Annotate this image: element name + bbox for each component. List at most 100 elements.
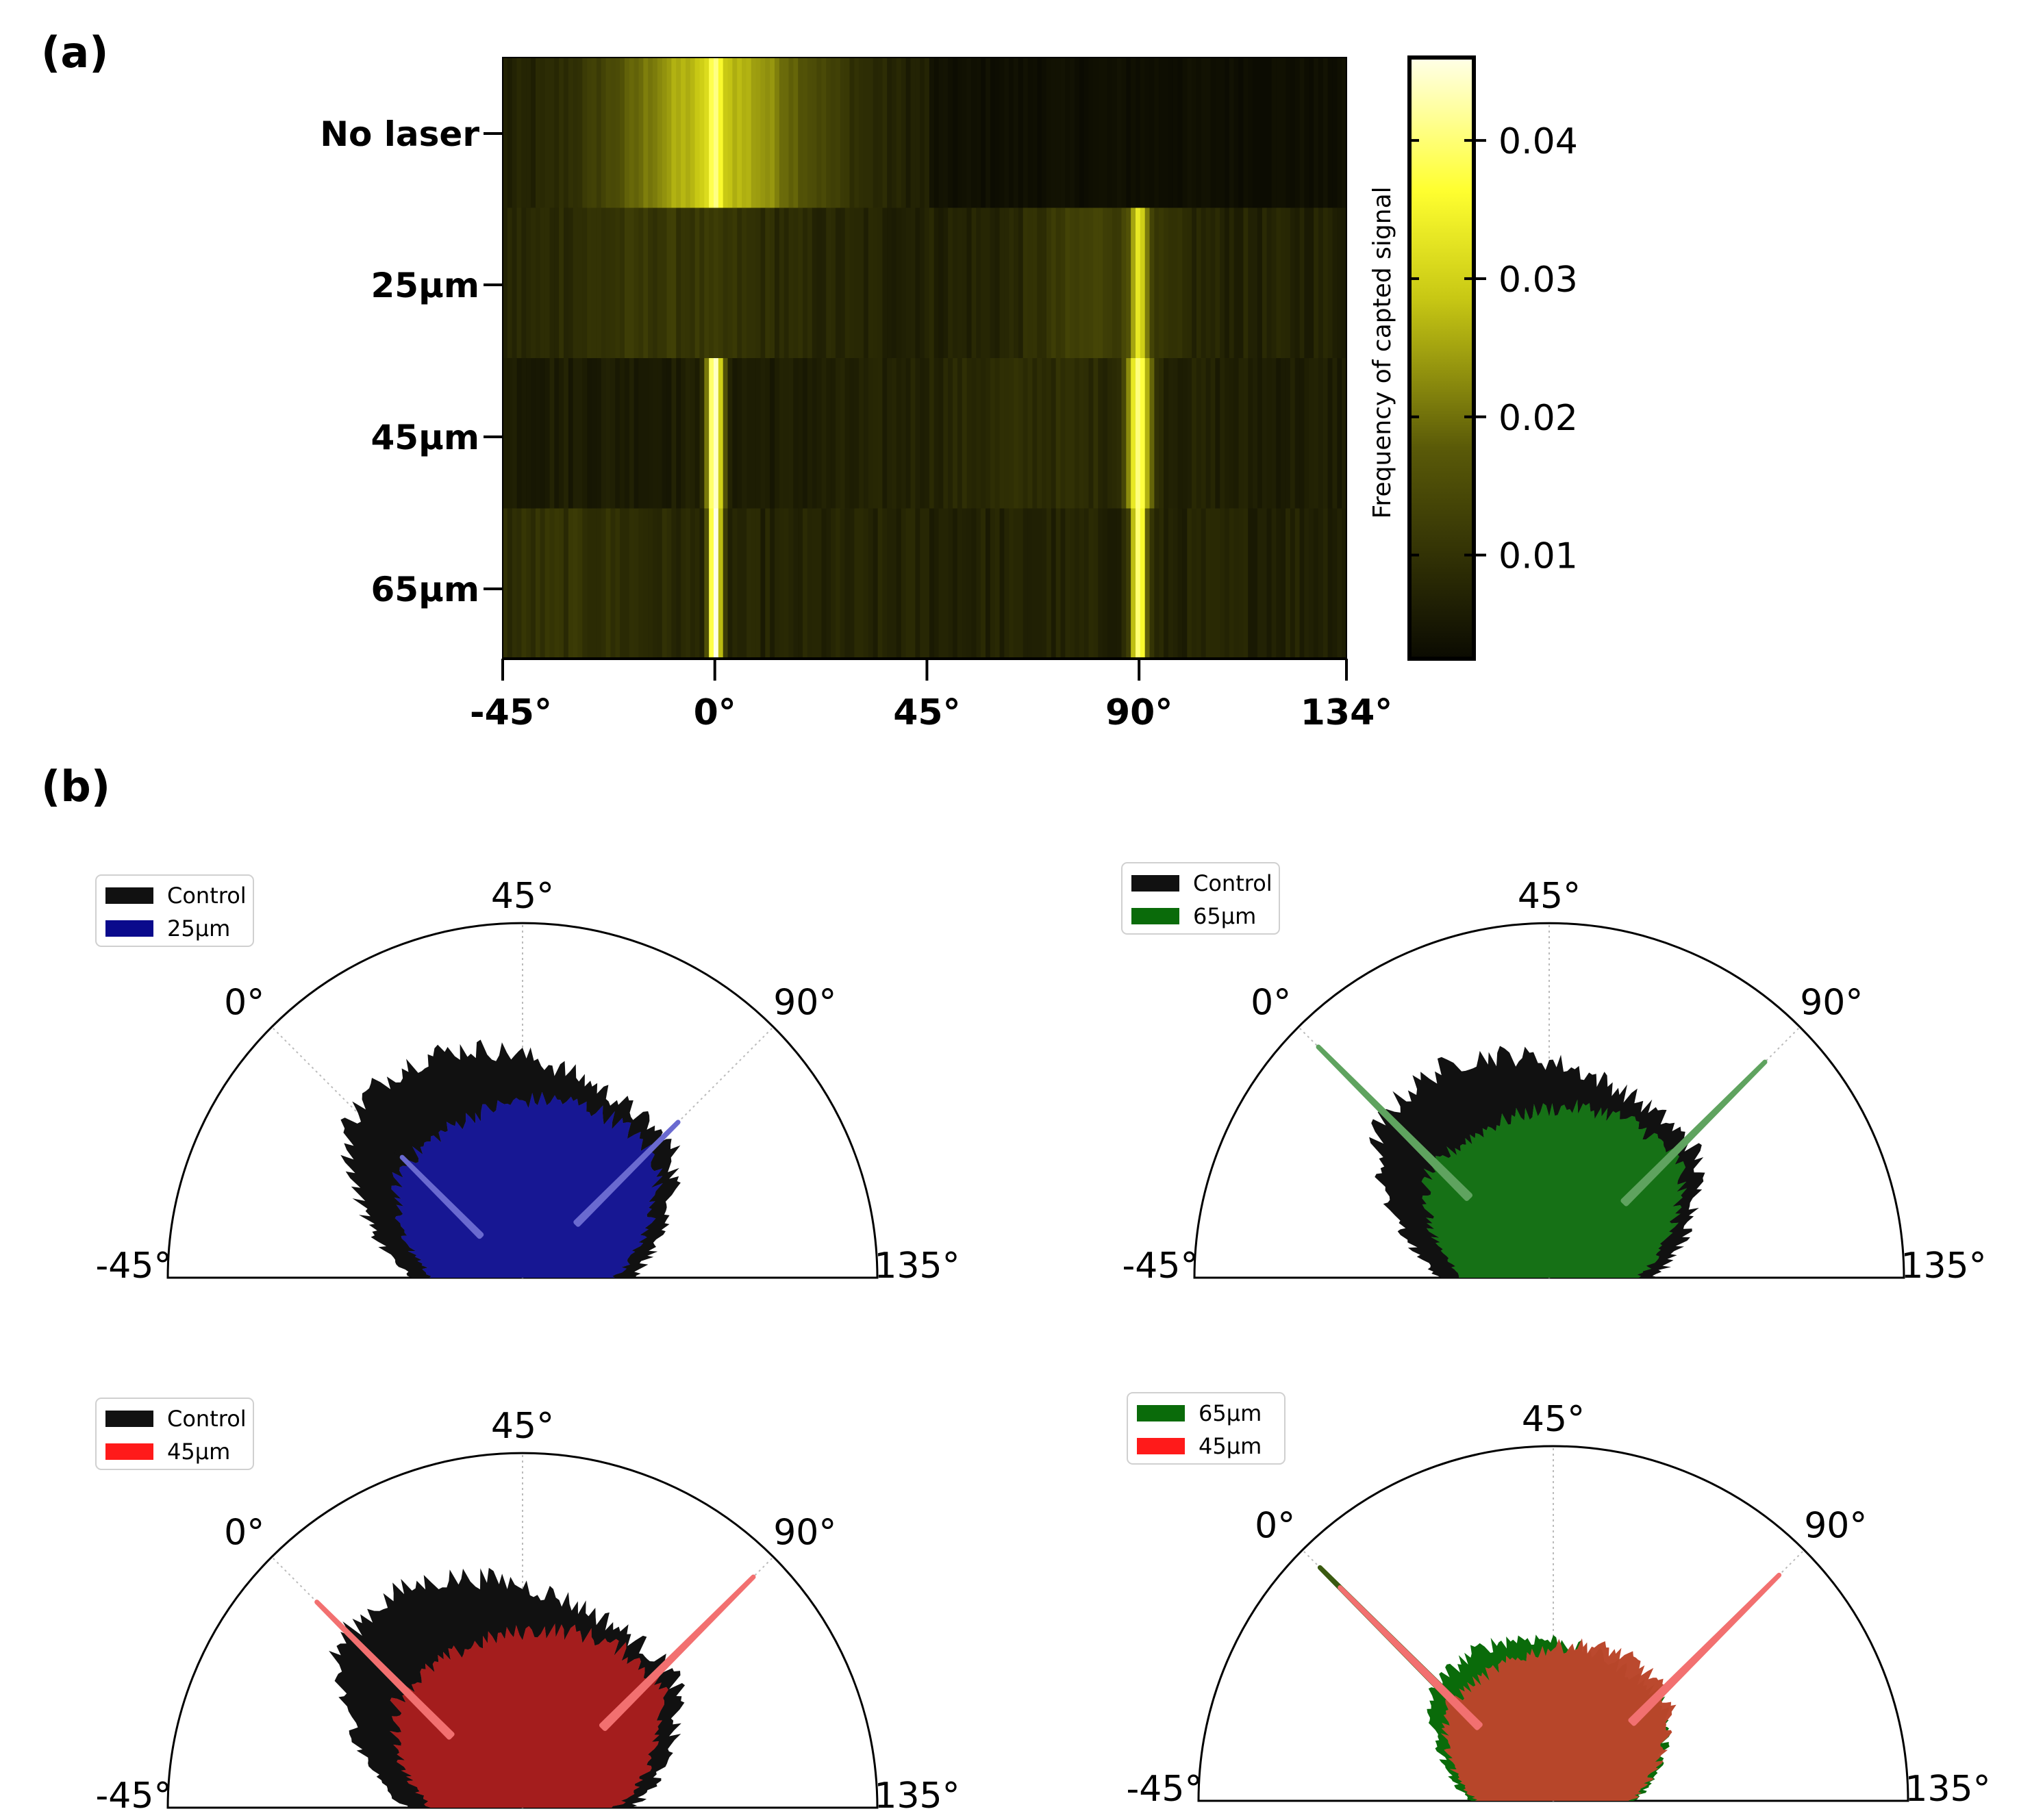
x-tick-label: 90° — [1105, 692, 1172, 733]
heatmap-cell — [605, 358, 612, 509]
heatmap-cell — [648, 358, 653, 509]
heatmap-cell — [807, 508, 813, 659]
colorbar-ticks: 0.04 0.03 0.02 0.01 — [1409, 121, 1578, 577]
heatmap-cell — [1220, 508, 1225, 659]
heatmap-cell — [657, 358, 663, 509]
heatmap-cell — [587, 207, 592, 359]
heatmap-cell — [915, 58, 920, 208]
heatmap-cell — [653, 358, 658, 509]
heatmap-cell — [953, 358, 958, 509]
heatmap-cell — [549, 58, 555, 208]
heatmap-cell — [1318, 58, 1324, 208]
heatmap-cell — [1243, 207, 1249, 359]
heatmap-cell — [1046, 508, 1052, 659]
heatmap-cell — [535, 358, 541, 509]
heatmap-cell — [1149, 508, 1155, 659]
heatmap-cell — [690, 508, 696, 659]
heatmap-cell — [990, 508, 996, 659]
heatmap-cell — [1098, 207, 1103, 359]
heatmap-cell — [1079, 58, 1085, 208]
heatmap-cell — [531, 508, 536, 659]
heatmap-cell — [1238, 207, 1244, 359]
heatmap-cell — [1205, 207, 1212, 359]
heatmap-cell — [615, 508, 620, 659]
heatmap-cell — [1271, 508, 1277, 659]
heatmap-cell — [1018, 58, 1024, 208]
heatmap-cell — [859, 358, 864, 509]
heatmap-cell — [788, 358, 794, 509]
heatmap-cell — [507, 508, 513, 659]
heatmap-cell — [868, 358, 874, 509]
heatmap-cell — [896, 358, 902, 509]
heatmap-cell — [1192, 207, 1197, 359]
legend-swatch — [105, 1411, 153, 1427]
heatmap-cell — [1149, 58, 1155, 208]
heatmap-cell — [1304, 358, 1310, 509]
heatmap-cell — [920, 58, 925, 208]
polar-subplot-65um-vs-45um: -45° 0° 45° 90° 135° 65µm 45µm — [1127, 1392, 1991, 1810]
heatmap-cell — [1337, 207, 1342, 359]
heatmap-cell — [1215, 358, 1220, 509]
heatmap-cell — [1103, 58, 1108, 208]
heatmap-cell — [943, 508, 949, 659]
legend-swatch — [1137, 1405, 1185, 1421]
heatmap-cell — [592, 58, 597, 208]
legend-swatch — [1131, 908, 1179, 924]
heatmap-cell — [821, 358, 827, 509]
heatmap-cell — [803, 58, 808, 208]
heatmap-cell — [1187, 358, 1192, 509]
heatmap-cell — [1023, 207, 1029, 359]
heatmap-cell — [943, 358, 949, 509]
heatmap-cell — [1018, 358, 1024, 509]
heatmap-cell — [577, 207, 584, 359]
heatmap-cell — [1233, 58, 1240, 208]
heatmap-cell — [727, 508, 733, 659]
heatmap-cell — [694, 207, 701, 359]
heatmap-cell — [1065, 207, 1070, 359]
heatmap-cell — [624, 358, 630, 509]
heatmap-cell — [933, 207, 940, 359]
heatmap-cell — [1196, 358, 1202, 509]
polar-spike — [1620, 1059, 1768, 1206]
heatmap-cell — [985, 58, 991, 208]
heatmap-cell — [1144, 58, 1151, 208]
heatmap-cell — [1187, 508, 1192, 659]
heatmap-cell — [793, 58, 799, 208]
heatmap-cell — [554, 358, 560, 509]
heatmap-cell — [737, 58, 742, 208]
heatmap-cell — [760, 358, 766, 509]
heatmap-cell — [634, 358, 640, 509]
heatmap-cell — [601, 358, 607, 509]
heatmap-cell — [653, 58, 658, 208]
heatmap-cell — [610, 508, 616, 659]
heatmap-cell — [1093, 358, 1099, 509]
heatmap-cell — [892, 207, 897, 359]
polar-legend: Control 45µm — [95, 1398, 254, 1470]
colorbar-title: Frequency of capted signal — [1368, 186, 1396, 518]
heatmap-row — [503, 358, 1347, 509]
polar-tick-label: -45° — [1127, 1769, 1203, 1810]
heatmap-cell — [962, 207, 968, 359]
heatmap-cell — [1177, 358, 1183, 509]
heatmap-cell — [573, 58, 579, 208]
heatmap-cell — [624, 58, 630, 208]
heatmap-cell — [615, 58, 620, 208]
heatmap-cell — [1014, 358, 1019, 509]
heatmap-cell — [657, 207, 663, 359]
polar-tick-label: 90° — [1800, 983, 1863, 1024]
heatmap-cell — [1220, 358, 1225, 509]
heatmap-cell — [676, 358, 681, 509]
heatmap-cell — [592, 508, 597, 659]
heatmap-cell — [666, 58, 673, 208]
heatmap-cell — [648, 207, 653, 359]
heatmap-cell — [694, 508, 701, 659]
heatmap-cell — [1121, 58, 1127, 208]
heatmap-cell — [990, 58, 996, 208]
heatmap-cell — [1290, 207, 1296, 359]
heatmap-cell — [1286, 508, 1291, 659]
heatmap-cell — [1144, 207, 1151, 359]
heatmap-cell — [1327, 358, 1333, 509]
heatmap-cell — [807, 358, 813, 509]
heatmap-cell — [526, 207, 531, 359]
heatmap-cell — [981, 58, 986, 208]
